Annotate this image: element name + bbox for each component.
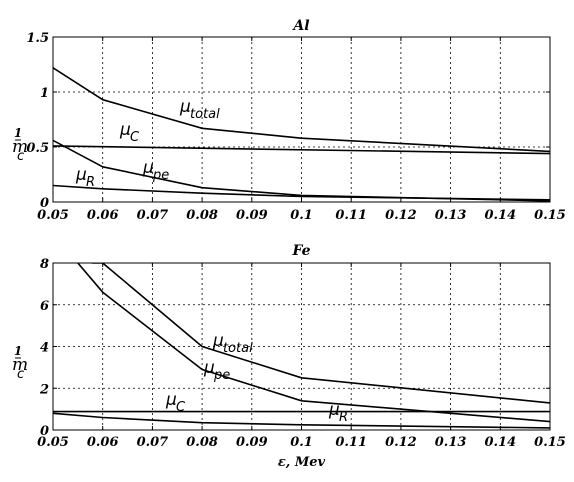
series-label-subscript: pe bbox=[213, 368, 230, 383]
y-axis-label: 1mc bbox=[12, 344, 28, 382]
y-tick-label: 1.5 bbox=[26, 31, 49, 46]
x-tick-label: 0.09 bbox=[236, 208, 268, 223]
y-tick-label: 0.5 bbox=[26, 141, 49, 156]
x-tick-label: 0.07 bbox=[137, 435, 169, 450]
y-tick-label: 1 bbox=[40, 86, 49, 101]
y-tick-label: 6 bbox=[40, 299, 49, 314]
y-axis-label-denominator: m bbox=[12, 137, 28, 157]
y-tick-label: 4 bbox=[40, 341, 49, 356]
series-group bbox=[53, 263, 550, 429]
series-line-total bbox=[91, 263, 550, 404]
x-tick-label: 0.12 bbox=[385, 435, 417, 450]
y-axis-label: 1mc bbox=[12, 126, 28, 164]
chart-title: Al bbox=[291, 18, 309, 34]
series-line-total bbox=[53, 67, 550, 153]
series-label-total: μ total bbox=[179, 97, 220, 122]
series-label-subscript: C bbox=[130, 130, 140, 145]
series-label-symbol: μ bbox=[328, 400, 340, 420]
y-axis-label-subscript: c bbox=[17, 149, 24, 164]
series-label-pe: μ pe bbox=[203, 358, 230, 383]
series-label-subscript: pe bbox=[152, 168, 169, 183]
x-tick-label: 0.1 bbox=[290, 208, 313, 223]
y-axis-label-subscript: c bbox=[17, 367, 24, 382]
x-tick-label: 0.07 bbox=[137, 208, 169, 223]
x-tick-label: 0.11 bbox=[335, 208, 367, 223]
x-axis-label: ε, Mev bbox=[278, 455, 326, 470]
series-label-symbol: μ bbox=[212, 331, 224, 351]
y-tick-label: 0 bbox=[40, 424, 49, 439]
series-label-symbol: μ bbox=[165, 390, 177, 410]
x-tick-label: 0.11 bbox=[335, 435, 367, 450]
x-tick-label: 0.05 bbox=[37, 208, 69, 223]
series-label-pe: μ pe bbox=[142, 158, 169, 183]
series-label-subscript: total bbox=[190, 107, 220, 122]
x-tick-label: 0.05 bbox=[37, 435, 69, 450]
x-tick-label: 0.1 bbox=[290, 435, 313, 450]
x-tick-label: 0.09 bbox=[236, 435, 268, 450]
series-line-r bbox=[53, 412, 550, 429]
series-label-subscript: R bbox=[86, 175, 95, 190]
series-group bbox=[53, 67, 550, 202]
chart-al: 0.05 0.06 0.07 0.08 0.09 0.1 0.11 0.12 0.13 0.14 0… bbox=[12, 18, 566, 223]
series-label-subscript: C bbox=[176, 400, 186, 415]
series-label-symbol: μ bbox=[142, 158, 154, 178]
series-label-symbol: μ bbox=[203, 358, 215, 378]
x-tick-label: 0.08 bbox=[186, 435, 218, 450]
x-tick-label: 0.15 bbox=[534, 435, 566, 450]
chart-title: Fe bbox=[291, 243, 310, 259]
x-tick-label: 0.06 bbox=[87, 208, 119, 223]
y-tick-label: 0 bbox=[40, 196, 49, 211]
y-tick-label: 8 bbox=[40, 257, 49, 272]
series-label-symbol: μ bbox=[75, 165, 87, 185]
x-tick-label: 0.06 bbox=[87, 435, 119, 450]
y-axis-label-numerator: 1 bbox=[14, 126, 22, 140]
y-axis-label-denominator: m bbox=[12, 355, 28, 375]
x-tick-label: 0.13 bbox=[435, 435, 467, 450]
chart-fe: 0.05 0.06 0.07 0.08 0.09 0.1 0.11 0.12 0.13 0.14 0… bbox=[12, 243, 566, 470]
x-tick-label: 0.12 bbox=[385, 208, 417, 223]
series-label-symbol: μ bbox=[179, 97, 191, 117]
series-label-total: μ total bbox=[212, 331, 253, 356]
x-tick-label: 0.14 bbox=[484, 435, 516, 450]
x-tick-label: 0.14 bbox=[484, 208, 516, 223]
series-label-subscript: R bbox=[339, 410, 348, 425]
series-label-subscript: total bbox=[223, 341, 253, 356]
x-tick-label: 0.13 bbox=[435, 208, 467, 223]
series-line-pe bbox=[76, 263, 550, 423]
x-tick-label: 0.08 bbox=[186, 208, 218, 223]
y-axis-label-numerator: 1 bbox=[14, 344, 22, 358]
y-tick-label: 2 bbox=[39, 382, 49, 397]
series-line-r bbox=[53, 184, 550, 201]
series-line-c bbox=[53, 145, 550, 155]
x-tick-label: 0.15 bbox=[534, 208, 566, 223]
series-label-symbol: μ bbox=[119, 120, 131, 140]
